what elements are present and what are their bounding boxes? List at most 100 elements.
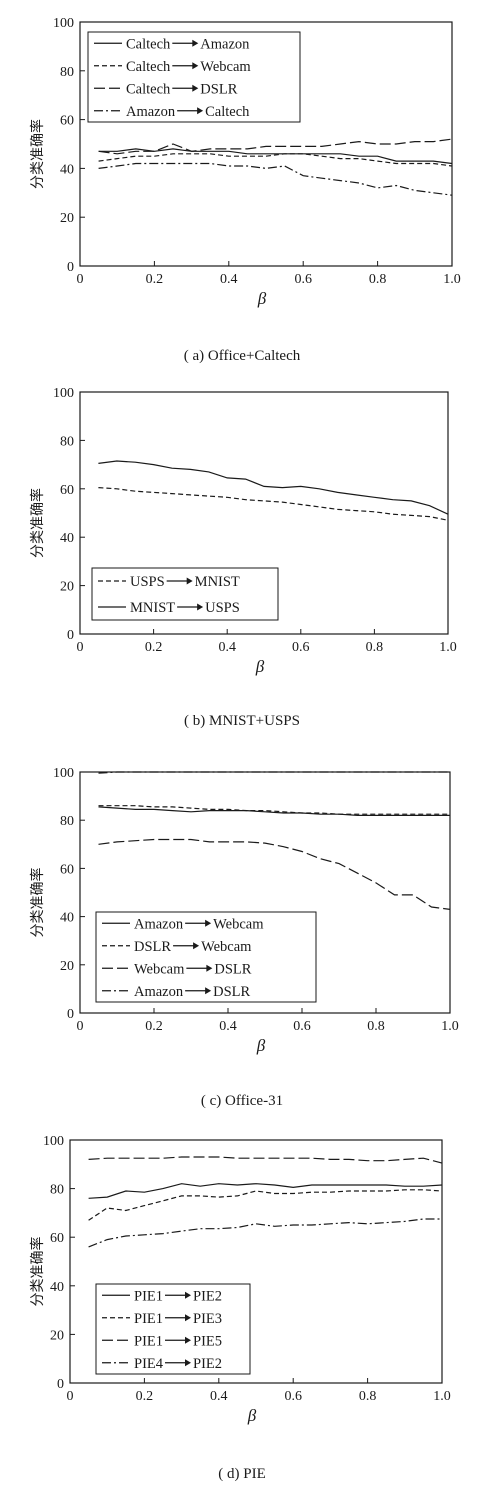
x-tick-label: 0.6	[284, 1389, 302, 1404]
series-line-caltech-to-webcam	[98, 153, 453, 167]
series-line-amazon-to-dslr	[98, 771, 450, 774]
series-line-pie4-to-pie2	[88, 1218, 442, 1248]
y-tick-label: 0	[57, 1377, 64, 1392]
series-line-mnist-to-usps	[98, 460, 449, 515]
y-tick-label: 80	[60, 814, 74, 829]
legend-source-label: PIE1	[134, 1333, 163, 1349]
x-tick-label: 0	[77, 1019, 84, 1034]
figure-caption: ( d) PIE	[218, 1466, 266, 1482]
y-tick-label: 0	[67, 628, 74, 643]
series-line-dslr-to-webcam	[98, 805, 450, 815]
legend-box	[95, 1283, 251, 1375]
x-tick-label: 0.4	[219, 1019, 237, 1034]
x-tick-label: 0.6	[292, 640, 310, 655]
legend-source-label: Amazon	[134, 916, 184, 932]
legend-target-label: PIE5	[193, 1333, 222, 1349]
legend: Amazon Webcam DSLR Webcam Webcam DSLR Amazon DS…	[95, 911, 317, 1003]
plot-frame	[69, 1139, 443, 1384]
legend-arrow-head-icon	[185, 1291, 191, 1299]
series-line-amazon-to-caltech	[98, 162, 453, 196]
legend-source-label: PIE4	[134, 1356, 164, 1372]
figure-caption: ( b) MNIST+USPS	[184, 713, 300, 729]
legend-source-label: Caltech	[126, 59, 171, 75]
figure-caption: ( c) Office-31	[201, 1093, 283, 1109]
legend-arrow-head-icon	[205, 919, 212, 927]
legend-target-label: Caltech	[205, 104, 250, 120]
x-tick-label: 0.6	[294, 272, 312, 287]
legend-source-label: PIE1	[134, 1311, 163, 1327]
legend-target-label: Webcam	[201, 939, 252, 955]
y-axis-label: 分类准确率	[29, 488, 46, 558]
series-line-webcam-to-dslr	[98, 838, 451, 910]
x-tick-label: 0.8	[369, 272, 387, 287]
legend-arrow-head-icon	[185, 1359, 191, 1367]
y-tick-label: 100	[53, 766, 74, 781]
series-line-caltech-to-amazon	[98, 148, 453, 165]
legend-target-label: PIE3	[193, 1311, 222, 1327]
y-axis-label: 分类准确率	[29, 1237, 46, 1307]
y-axis-label: 分类准确率	[29, 119, 46, 189]
y-tick-label: 60	[60, 483, 74, 498]
legend-arrow-head-icon	[197, 603, 204, 611]
x-tick-label: 0.6	[293, 1019, 311, 1034]
legend-target-label: Amazon	[200, 36, 250, 52]
x-tick-label: 0	[67, 1389, 74, 1404]
x-tick-label: 0.2	[136, 1389, 154, 1404]
y-tick-label: 40	[60, 531, 74, 546]
legend-source-label: PIE1	[134, 1288, 163, 1304]
legend-source-label: MNIST	[130, 600, 175, 616]
x-tick-label: 0	[77, 272, 84, 287]
x-axis-label: β	[247, 1406, 257, 1425]
plot-frame	[79, 391, 449, 635]
x-axis-label: β	[256, 1036, 266, 1055]
y-tick-label: 0	[67, 260, 74, 275]
x-tick-label: 0.4	[220, 272, 238, 287]
x-tick-label: 1.0	[433, 1389, 451, 1404]
legend-source-label: Caltech	[126, 36, 171, 52]
series-line-usps-to-mnist	[98, 487, 449, 521]
legend: Caltech Amazon Caltech Webcam Caltech DSLR Ama…	[87, 31, 301, 123]
legend-target-label: DSLR	[213, 984, 250, 1000]
series-line-pie1-to-pie3	[88, 1189, 443, 1221]
legend-arrow-head-icon	[186, 577, 193, 585]
legend: USPS MNIST MNIST USPS	[91, 567, 279, 621]
legend-box	[87, 31, 301, 123]
legend-arrow-head-icon	[205, 987, 212, 995]
y-tick-label: 60	[60, 114, 74, 129]
x-tick-label: 0.2	[145, 640, 163, 655]
y-tick-label: 80	[60, 65, 74, 80]
legend-arrow-head-icon	[192, 39, 199, 47]
x-tick-label: 1.0	[441, 1019, 459, 1034]
x-tick-label: 0.8	[359, 1389, 377, 1404]
legend-arrow-head-icon	[193, 942, 200, 950]
legend-box	[91, 567, 279, 621]
legend-arrow-head-icon	[185, 1336, 191, 1344]
legend-source-label: Amazon	[134, 984, 184, 1000]
x-axis-label: β	[257, 289, 267, 308]
series-line-caltech-to-dslr	[98, 138, 453, 155]
legend-target-label: DSLR	[200, 81, 237, 97]
legend-target-label: PIE2	[193, 1356, 222, 1372]
legend-arrow-head-icon	[206, 964, 213, 972]
legend-arrow-head-icon	[197, 107, 204, 115]
x-tick-label: 0.2	[146, 272, 164, 287]
y-tick-label: 40	[60, 162, 74, 177]
x-tick-label: 0.4	[210, 1389, 228, 1404]
x-tick-label: 1.0	[443, 272, 461, 287]
x-tick-label: 0.8	[366, 640, 384, 655]
x-tick-label: 0.2	[145, 1019, 163, 1034]
chart-panel-3: 0 0.2 0.4 0.6 0.8 1.0 0 20 40 60 80 100 β 分类准确率 Amazon…	[29, 766, 459, 1109]
y-tick-label: 40	[60, 911, 74, 926]
chart-panel-2: 0 0.2 0.4 0.6 0.8 1.0 0 20 40 60 80 100 β 分类准确率 USPS MN…	[29, 386, 457, 729]
legend: PIE1 PIE2 PIE1 PIE3 PIE1 PIE5 PIE4 PIE2	[95, 1283, 251, 1375]
series-line-pie1-to-pie2	[88, 1183, 443, 1199]
legend-source-label: Caltech	[126, 81, 171, 97]
x-tick-label: 1.0	[439, 640, 457, 655]
legend-source-label: DSLR	[134, 939, 171, 955]
legend-target-label: DSLR	[214, 961, 251, 977]
legend-arrow-head-icon	[192, 62, 199, 70]
y-tick-label: 80	[60, 434, 74, 449]
y-tick-label: 20	[60, 959, 74, 974]
legend-target-label: PIE2	[193, 1288, 222, 1304]
